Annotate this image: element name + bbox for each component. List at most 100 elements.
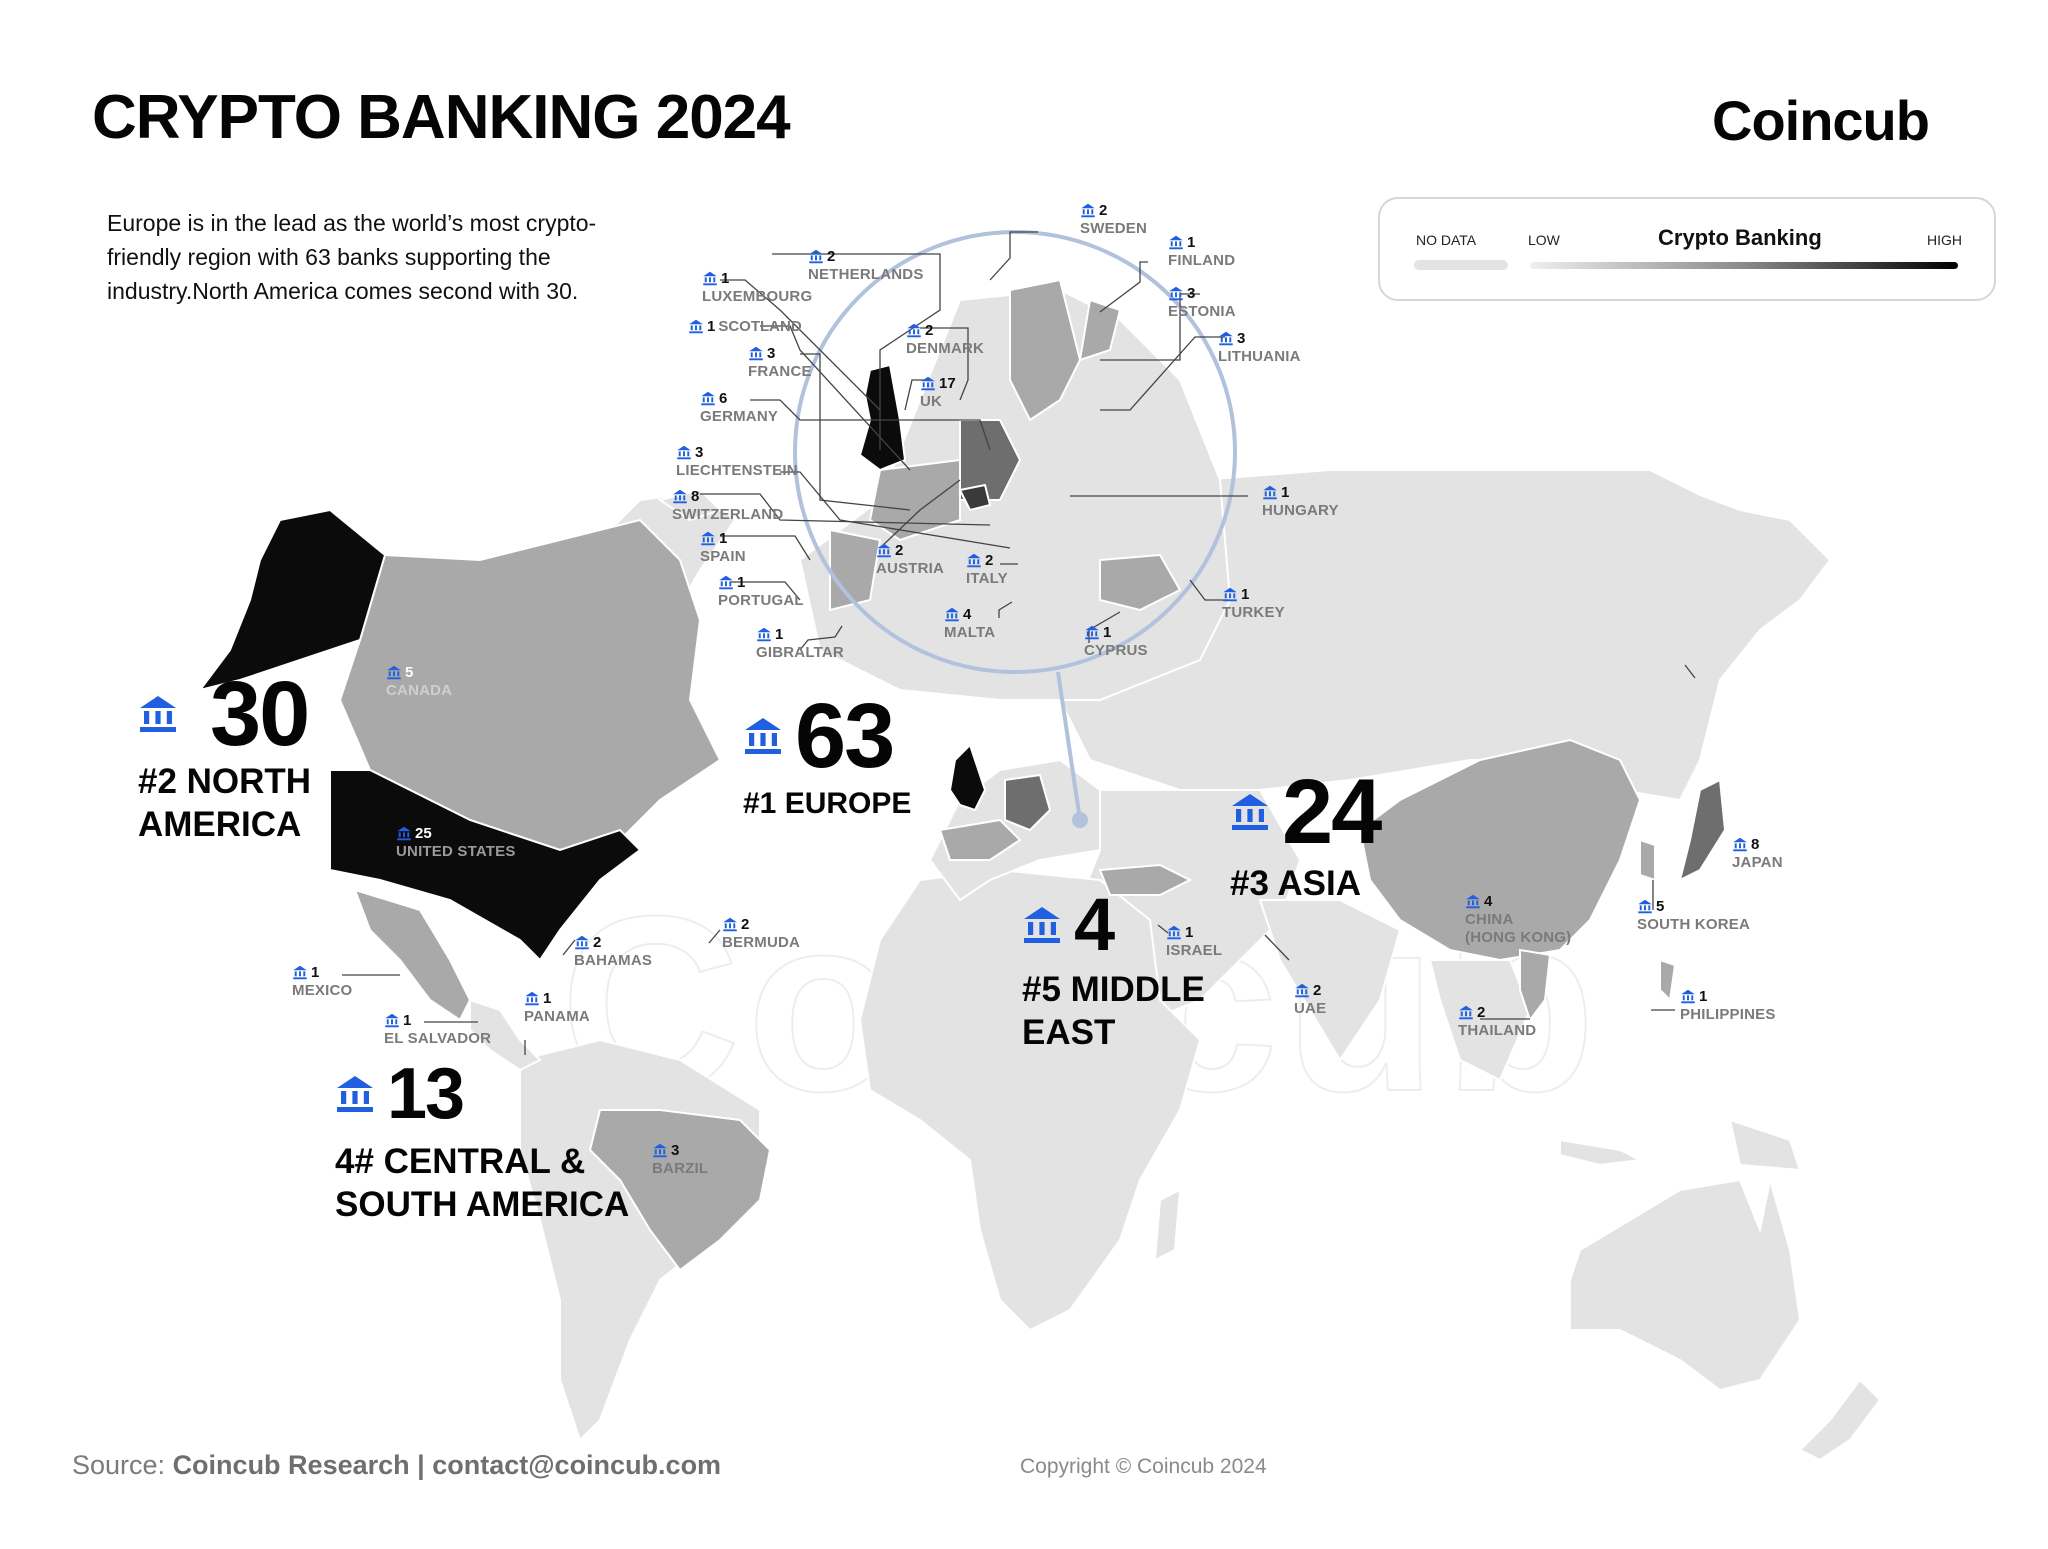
bank-icon <box>700 391 716 406</box>
region-asia: 24 #3 ASIA <box>1230 761 1382 903</box>
label-mexico: 1 MEXICO <box>292 964 353 999</box>
label-liechtenstein: 3 LIECHTENSTEIN <box>676 444 798 479</box>
region-europe: 63 #1 EUROPE <box>743 685 912 820</box>
bank-icon <box>808 249 824 264</box>
label-luxembourg: 1 LUXEMBOURG <box>702 270 813 305</box>
label-uk: 17 UK <box>920 375 956 410</box>
bank-icon <box>702 271 718 286</box>
bank-icon <box>1080 203 1096 218</box>
label-israel: 1 ISRAEL <box>1166 924 1223 959</box>
legend-no-data-label: NO DATA <box>1416 232 1477 248</box>
bank-icon <box>292 965 308 980</box>
bank-icon <box>676 445 692 460</box>
bank-icon <box>756 627 772 642</box>
bank-icon <box>876 543 892 558</box>
source-name: Coincub Research <box>172 1450 410 1480</box>
label-austria: 2 AUSTRIA <box>876 542 945 577</box>
bank-icon <box>1294 983 1310 998</box>
bank-icon <box>1084 625 1100 640</box>
page-title: CRYPTO BANKING 2024 <box>92 83 791 152</box>
legend: NO DATA LOW Crypto Banking HIGH <box>1378 197 1996 301</box>
bank-icon <box>1262 485 1278 500</box>
label-spain: 1 SPAIN <box>700 530 746 565</box>
label-turkey: 1 TURKEY <box>1222 586 1285 621</box>
label-cyprus: 1 CYPRUS <box>1084 624 1148 659</box>
bank-icon <box>1168 235 1184 250</box>
bank-icon <box>524 991 540 1006</box>
bank-icon <box>1680 989 1696 1004</box>
brand-logo: Coincub <box>1712 89 1930 152</box>
bank-icon <box>944 607 960 622</box>
bank-icon <box>743 715 783 757</box>
label-philippines: 1 PHILIPPINES <box>1680 988 1776 1023</box>
bank-icon <box>1222 587 1238 602</box>
contact-email[interactable]: contact@coincub.com <box>432 1450 722 1480</box>
label-gibraltar: 1 GIBRALTAR <box>756 626 844 661</box>
legend-no-data-swatch <box>1414 260 1508 270</box>
bank-icon <box>722 917 738 932</box>
bank-icon <box>1230 791 1270 833</box>
label-canada: 5 CANADA <box>386 664 453 699</box>
label-panama: 1 PANAMA <box>524 990 590 1025</box>
label-japan: 8 JAPAN <box>1732 836 1783 871</box>
bank-icon <box>335 1073 375 1115</box>
region-north-america: 30 #2 NORTH AMERICA <box>138 663 312 844</box>
label-uae: 2 UAE <box>1294 982 1327 1017</box>
bank-icon <box>748 346 764 361</box>
bank-icon <box>384 1013 400 1028</box>
label-hungary: 1 HUNGARY <box>1262 484 1339 519</box>
label-brazil: 3 BARZIL <box>652 1142 709 1177</box>
land-darkgray <box>959 419 1727 882</box>
bank-icon <box>1168 286 1184 301</box>
region-middle-east: 4 #5 MIDDLE EAST <box>1022 883 1205 1053</box>
bank-icon <box>1637 899 1653 914</box>
intro-text: Europe is in the lead as the world’s mos… <box>107 210 597 304</box>
legend-high-label: HIGH <box>1927 232 1962 248</box>
bank-icon <box>906 323 922 338</box>
label-portugal: 1 PORTUGAL <box>718 574 804 609</box>
bank-icon <box>672 489 688 504</box>
land-dark <box>197 363 987 962</box>
label-denmark: 2 DENMARK <box>906 322 985 357</box>
label-bahamas: 2 BAHAMAS <box>574 934 653 969</box>
bank-icon <box>688 319 704 334</box>
zoom-anchor-dot <box>1072 812 1088 828</box>
label-switzerland: 8 SWITZERLAND <box>672 488 784 523</box>
bank-icon <box>700 531 716 546</box>
bank-icon <box>1022 904 1062 946</box>
region-central-south-america: 13 4# CENTRAL & SOUTH AMERICA <box>335 1054 630 1224</box>
label-lithuania: 3 LITHUANIA <box>1218 330 1301 365</box>
bank-icon <box>138 693 178 735</box>
bank-icon <box>1458 1005 1474 1020</box>
bank-icon <box>966 553 982 568</box>
legend-low-label: LOW <box>1528 232 1560 248</box>
legend-title: Crypto Banking <box>1658 225 1822 250</box>
leader-lines <box>342 231 1696 1055</box>
label-bermuda: 2 BERMUDA <box>722 916 801 951</box>
label-el-salvador: 1 EL SALVADOR <box>384 1012 492 1047</box>
label-netherlands: 2 NETHERLANDS <box>808 248 924 283</box>
label-sweden: 2 SWEDEN <box>1080 202 1148 237</box>
label-united-states: 25 UNITED STATES <box>396 825 516 860</box>
land-nearblack <box>958 483 992 512</box>
land-default <box>469 288 1882 1462</box>
bank-icon <box>718 575 734 590</box>
label-finland: 1 FINLAND <box>1168 234 1236 269</box>
label-south-korea: 5 SOUTH KOREA <box>1637 898 1751 933</box>
bank-icon <box>652 1143 668 1158</box>
bank-icon <box>920 376 936 391</box>
bank-icon <box>1732 837 1748 852</box>
label-malta: 4 MALTA <box>944 606 996 641</box>
bank-icon <box>1465 894 1481 909</box>
footer-copyright: Copyright © Coincub 2024 <box>1020 1455 1267 1478</box>
legend-gradient-bar <box>1530 262 1958 269</box>
label-germany: 6 GERMANY <box>700 390 779 425</box>
label-china: 4 CHINA (HONG KONG) <box>1465 893 1572 946</box>
footer-source: Source: Coincub Research | contact@coinc… <box>72 1450 722 1480</box>
bank-icon <box>574 935 590 950</box>
bank-icon <box>386 665 402 680</box>
bank-icon <box>396 826 412 841</box>
label-scotland: 1 SCOTLAND <box>688 318 802 335</box>
label-thailand: 2 THAILAND <box>1458 1004 1537 1039</box>
